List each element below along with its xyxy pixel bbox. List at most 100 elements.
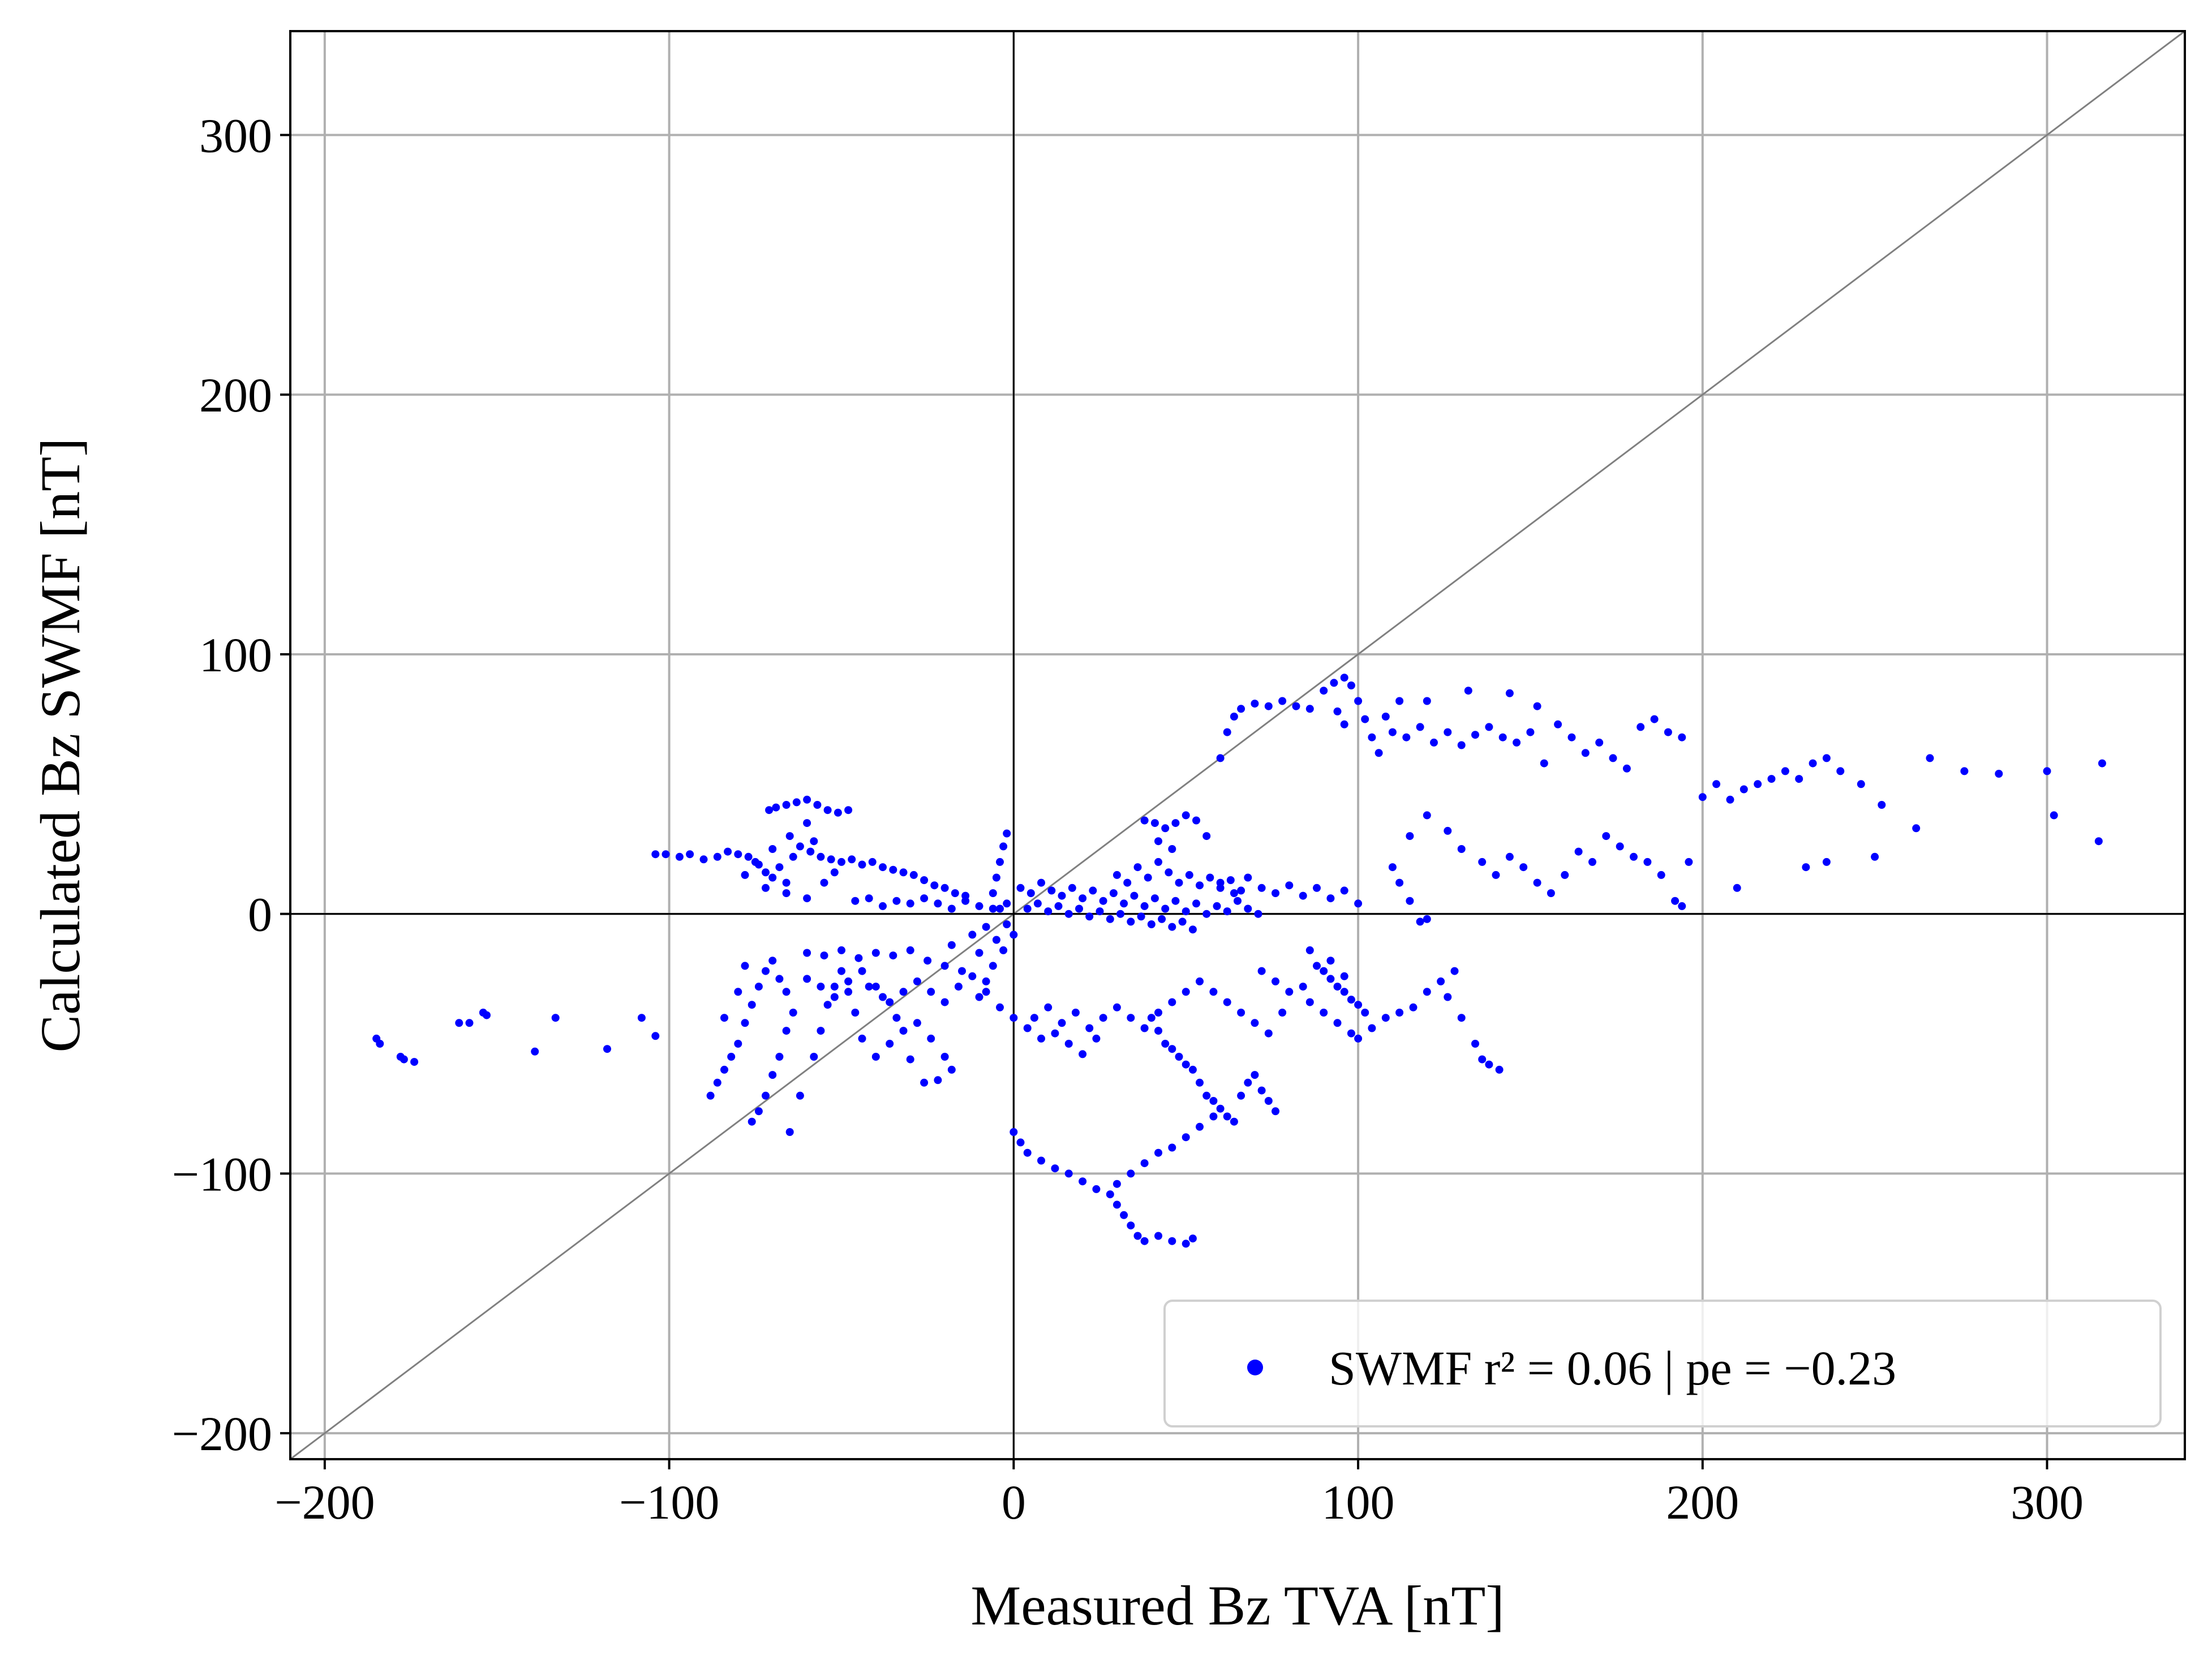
data-point (1836, 767, 1845, 775)
data-point (1085, 1024, 1094, 1032)
data-point (1437, 977, 1445, 985)
data-point (1075, 904, 1083, 913)
data-point (1023, 904, 1032, 913)
data-point (662, 850, 670, 859)
data-point (803, 894, 811, 903)
data-point (892, 1014, 901, 1022)
data-point (792, 798, 801, 807)
legend-box (1163, 1300, 2162, 1427)
data-point (1223, 998, 1231, 1006)
data-point (727, 1053, 736, 1061)
data-point (1147, 1014, 1156, 1022)
data-point (1581, 749, 1590, 757)
data-point (1464, 687, 1472, 695)
data-point (1230, 1117, 1238, 1126)
data-point (1209, 988, 1218, 996)
data-point (1388, 728, 1397, 736)
data-point (1133, 1232, 1142, 1240)
data-point (934, 899, 942, 908)
data-point (1237, 1091, 1245, 1100)
data-point (603, 1045, 611, 1053)
data-point (1182, 1060, 1190, 1069)
data-point (920, 894, 929, 903)
data-point (1130, 891, 1139, 900)
data-point (947, 941, 956, 949)
data-point (1120, 899, 1128, 908)
data-point (1037, 1156, 1045, 1165)
data-point (1299, 891, 1307, 900)
data-point (1113, 871, 1121, 879)
data-point (899, 988, 908, 996)
data-point (789, 1009, 797, 1017)
data-point (1113, 1180, 1121, 1188)
data-point (1054, 902, 1063, 910)
data-point (1406, 832, 1414, 841)
y-tick-label: 100 (199, 628, 272, 682)
data-point (1395, 1009, 1404, 1017)
data-point (1127, 918, 1135, 926)
data-point (1333, 1019, 1342, 1027)
data-point (1171, 819, 1180, 828)
data-point (1003, 829, 1011, 838)
data-point (865, 894, 873, 903)
data-point (1154, 837, 1162, 846)
data-point (1960, 767, 1969, 775)
data-point (1079, 894, 1087, 903)
data-point (1519, 863, 1528, 872)
data-point (1305, 705, 1314, 713)
data-point (1064, 1040, 1073, 1048)
x-tick-label: 200 (1666, 1475, 1739, 1529)
data-point (992, 873, 1000, 882)
data-point (968, 931, 977, 939)
data-point (1106, 915, 1114, 923)
data-point (996, 1003, 1004, 1011)
data-point (1209, 1097, 1218, 1105)
tick-labels: −200 −100 0 100 200 300 −200 −100 0 100 200 300 (171, 108, 2084, 1529)
data-point (1147, 920, 1156, 928)
data-point (741, 1019, 749, 1027)
data-point (817, 852, 825, 861)
data-point (1698, 793, 1707, 801)
data-point (989, 962, 997, 970)
data-point (906, 899, 914, 908)
data-point (754, 1107, 763, 1116)
data-point (871, 983, 880, 991)
data-point (751, 858, 759, 866)
data-point (1182, 1133, 1190, 1142)
data-point (871, 1053, 880, 1061)
data-point (947, 1065, 956, 1074)
data-point (1333, 707, 1342, 715)
data-point (1216, 1104, 1225, 1113)
data-point (837, 858, 845, 866)
data-point (858, 967, 866, 975)
data-point (1739, 785, 1748, 794)
data-point (1664, 728, 1672, 736)
x-tick-label: −200 (274, 1475, 375, 1529)
data-point (889, 865, 897, 874)
data-point (1161, 904, 1170, 913)
data-point (892, 897, 901, 905)
data-point (1313, 962, 1321, 970)
data-point (775, 1053, 784, 1061)
data-point (1144, 873, 1152, 882)
data-point (1150, 819, 1159, 828)
y-tick-label: −100 (171, 1147, 272, 1201)
data-point (1071, 1009, 1080, 1017)
data-point (768, 845, 777, 853)
data-point (879, 993, 887, 1001)
data-point (968, 972, 977, 980)
data-point (1099, 1014, 1107, 1022)
data-point (762, 884, 770, 892)
data-point (1051, 1029, 1059, 1038)
data-point (1326, 957, 1335, 965)
y-tick-label: 0 (248, 888, 272, 942)
data-point (1154, 1027, 1162, 1035)
data-point (1857, 780, 1865, 788)
data-point (851, 897, 860, 905)
data-point (813, 801, 822, 809)
data-point (1320, 687, 1328, 695)
data-point (1285, 988, 1294, 996)
data-point (1354, 697, 1363, 705)
data-point (1168, 1237, 1176, 1245)
